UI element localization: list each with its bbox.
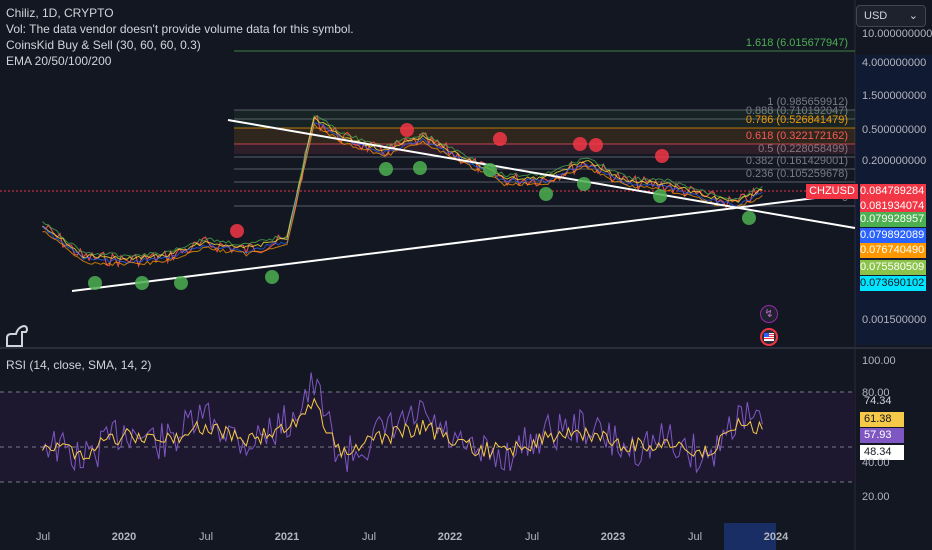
price-tag: 0.081934074 <box>860 199 926 214</box>
fib-zone <box>234 110 855 128</box>
price-tag-value: 0.076740490 <box>860 244 925 256</box>
price-tag: 0.076740490 <box>860 243 926 258</box>
rsi-sma-line <box>42 397 763 461</box>
fib-label: 0.888 (0.710192047) <box>746 105 848 117</box>
price-axis-tick: 1.500000000 <box>862 90 927 102</box>
symbol-tag: CHZUSD <box>806 184 858 199</box>
fib-zone <box>234 144 855 154</box>
rsi-axis-tick: 80.00 <box>862 387 890 399</box>
buy-signal-dot <box>135 276 149 290</box>
indicator-coinskid[interactable]: CoinsKid Buy & Sell (30, 60, 60, 0.3) <box>6 38 201 52</box>
price-axis-tick: 10.000000000 <box>862 28 932 40</box>
volume-note: Vol: The data vendor doesn't provide vol… <box>6 22 354 36</box>
time-axis-tick: 2023 <box>600 531 626 543</box>
buy-signal-dot <box>265 270 279 284</box>
rsi-value-tag: 61.38 <box>860 412 904 427</box>
price-tag-value: 0.079928957 <box>860 213 925 225</box>
price-tag-value: 0.081934074 <box>860 200 925 212</box>
price-tag: 0.075580509 <box>860 260 926 275</box>
time-axis-tick: Jul <box>361 531 377 543</box>
price-tag: 0.084789284 <box>860 184 926 199</box>
time-axis-tick: Jul <box>524 531 540 543</box>
sell-signal-dot <box>589 138 603 152</box>
time-axis-tick: 2021 <box>274 531 300 543</box>
time-axis-tick: Jul <box>198 531 214 543</box>
price-axis-tick: 0.001500000 <box>862 314 927 326</box>
indicator-ema[interactable]: EMA 20/50/100/200 <box>6 54 112 68</box>
sell-signal-dot <box>573 137 587 151</box>
time-axis-tick: 2022 <box>437 531 463 543</box>
time-axis-tick: Jul <box>687 531 703 543</box>
time-range-highlight <box>724 523 776 550</box>
price-tag-value: 0.084789284 <box>860 185 925 197</box>
buy-signal-dot <box>742 211 756 225</box>
buy-signal-dot <box>379 162 393 176</box>
price-tag-value: 0.075580509 <box>860 261 925 273</box>
price-axis-tick: 4.000000000 <box>862 57 927 69</box>
buy-signal-dot <box>413 161 427 175</box>
buy-signal-dot <box>483 163 497 177</box>
support-trendline <box>71 192 856 292</box>
fib-zone <box>234 128 855 144</box>
rsi-band <box>0 392 855 482</box>
buy-signal-dot <box>539 187 553 201</box>
buy-signal-dot <box>577 177 591 191</box>
price-tag: 0.079928957 <box>860 212 926 227</box>
chevron-down-icon: ⌄ <box>908 10 918 22</box>
fib-label: 1 (0.985659912) <box>767 96 848 108</box>
lightning-icon[interactable]: ↯ <box>760 305 778 323</box>
price-tag: 0.079892089 <box>860 228 926 243</box>
rsi-axis-tick: 40.00 <box>862 457 890 469</box>
rsi-value-tag: 48.34 <box>860 445 904 460</box>
fib-label: 0.236 (0.105259678) <box>746 168 848 180</box>
price-axis-tick: 0.200000000 <box>862 155 927 167</box>
price-axis-tick: 0.500000000 <box>862 124 927 136</box>
time-axis-tick: 2020 <box>111 531 137 543</box>
buy-signal-dot <box>174 276 188 290</box>
chart-title: Chiliz, 1D, CRYPTO <box>6 6 114 20</box>
price-tag-value: 0.079892089 <box>860 229 925 241</box>
price-tag-value: 0.073690102 <box>860 277 925 289</box>
fib-label: 0.5 (0.228058499) <box>758 143 848 155</box>
price-tag: 0.073690102 <box>860 276 926 291</box>
currency-button[interactable]: USD ⌄ <box>856 5 926 27</box>
tradingview-logo-icon[interactable] <box>4 322 30 348</box>
time-axis-tick: Jul <box>35 531 51 543</box>
rsi-value-tag: 57.93 <box>860 428 904 443</box>
fib-label: 0.618 (0.322172162) <box>746 130 848 142</box>
fib-label: 1.618 (6.015677947) <box>746 37 848 49</box>
buy-signal-dot <box>88 276 102 290</box>
flag-icon[interactable] <box>760 328 778 346</box>
fib-label: 0.786 (0.526841479) <box>746 114 848 126</box>
sell-signal-dot <box>230 224 244 238</box>
rsi-axis-tick: 100.00 <box>862 355 896 367</box>
sell-signal-dot <box>493 132 507 146</box>
sell-signal-dot <box>400 123 414 137</box>
resistance-trendline <box>227 119 856 229</box>
sell-signal-dot <box>655 149 669 163</box>
rsi-axis-tick: 20.00 <box>862 491 890 503</box>
fib-label: 0.382 (0.161429001) <box>746 155 848 167</box>
time-axis-tick: 2024 <box>763 531 789 543</box>
rsi-line <box>42 372 763 474</box>
rsi-value-tag: 74.34 <box>860 394 904 409</box>
currency-label: USD <box>864 10 888 22</box>
buy-signal-dot <box>653 189 667 203</box>
rsi-title[interactable]: RSI (14, close, SMA, 14, 2) <box>6 358 152 372</box>
ema-line <box>42 116 763 261</box>
